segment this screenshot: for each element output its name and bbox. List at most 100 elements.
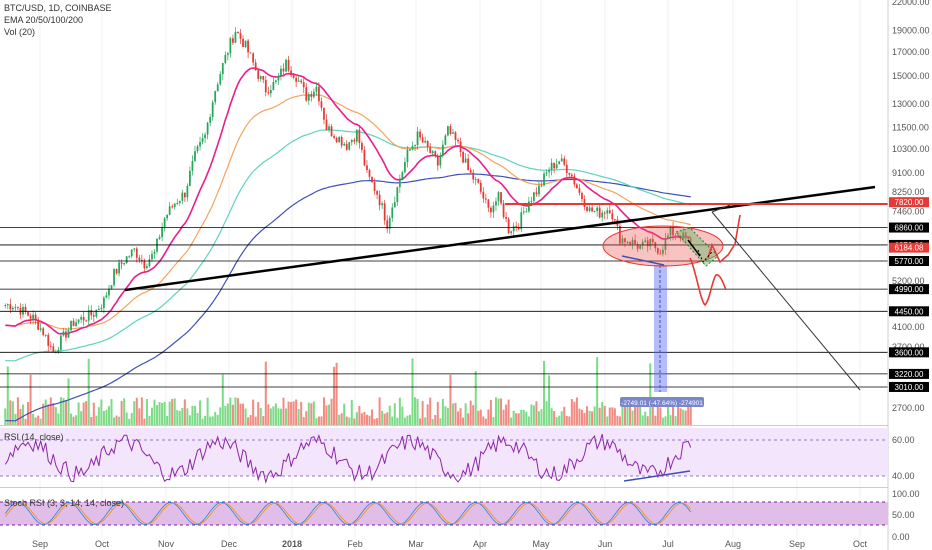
price-tag-bg bbox=[889, 284, 929, 295]
candle-body bbox=[543, 173, 545, 186]
time-tick-label: Jul bbox=[662, 539, 674, 549]
candle-body bbox=[42, 328, 45, 336]
price-panel[interactable] bbox=[0, 0, 888, 425]
volume-bar bbox=[641, 415, 644, 425]
volume-bar bbox=[166, 416, 169, 425]
candle-body bbox=[538, 185, 540, 195]
candle-body bbox=[29, 315, 32, 319]
volume-bar bbox=[378, 397, 381, 425]
candle-body bbox=[502, 203, 505, 217]
candle-body bbox=[315, 86, 318, 92]
candle-body bbox=[72, 320, 75, 327]
candle-body bbox=[340, 136, 343, 146]
rsi-label: RSI (14, close) bbox=[4, 432, 64, 442]
candle-body bbox=[49, 345, 52, 347]
volume-bar bbox=[550, 408, 553, 425]
candle-body bbox=[135, 248, 138, 258]
candle-body bbox=[105, 295, 108, 298]
candle-body bbox=[520, 212, 523, 230]
volume-bar bbox=[376, 418, 379, 425]
volume-bar bbox=[474, 371, 477, 425]
candle-body bbox=[651, 238, 654, 243]
volume-bar bbox=[558, 415, 561, 425]
candle-body bbox=[229, 38, 232, 54]
volume-bar bbox=[62, 398, 65, 425]
volume-bar bbox=[320, 416, 323, 425]
volume-bar bbox=[330, 398, 333, 425]
volume-bar bbox=[158, 401, 161, 425]
candle-body bbox=[474, 179, 477, 181]
volume-bar bbox=[439, 418, 442, 425]
candle-body bbox=[350, 139, 353, 143]
candle-body bbox=[490, 207, 492, 213]
candle-body bbox=[429, 146, 432, 154]
candle-body bbox=[457, 139, 459, 142]
candle-body bbox=[153, 251, 156, 254]
candle-body bbox=[406, 149, 409, 163]
candle-body bbox=[505, 216, 507, 219]
candle-body bbox=[44, 334, 47, 336]
candle-body bbox=[621, 238, 624, 244]
candle-body bbox=[343, 143, 346, 146]
volume-bar bbox=[677, 400, 680, 425]
candle-body bbox=[426, 140, 429, 147]
candle-body bbox=[545, 172, 548, 174]
candle-body bbox=[358, 129, 361, 143]
volume-bar bbox=[140, 397, 143, 425]
volume-bar bbox=[502, 409, 505, 425]
time-tick-label: Aug bbox=[725, 539, 741, 549]
candle-body bbox=[368, 170, 371, 177]
time-tick-label: May bbox=[532, 539, 550, 549]
candle-body bbox=[634, 239, 636, 245]
volume-bar bbox=[259, 408, 262, 425]
volume-bar bbox=[188, 415, 191, 425]
candle-body bbox=[85, 320, 88, 322]
volume-bar bbox=[360, 413, 363, 425]
volume-bar bbox=[21, 404, 24, 425]
candle-body bbox=[297, 80, 300, 82]
candle-body bbox=[441, 144, 444, 156]
candle-body bbox=[57, 349, 60, 353]
volume-bar bbox=[37, 415, 40, 425]
volume-bar bbox=[145, 398, 148, 425]
bearish-projection-line-2 bbox=[711, 204, 731, 213]
volume-bar bbox=[515, 413, 518, 425]
volume-bar bbox=[510, 417, 513, 425]
candle-body bbox=[626, 242, 629, 244]
candle-body bbox=[70, 320, 72, 331]
volume-bar bbox=[426, 404, 429, 425]
candle-body bbox=[497, 192, 500, 202]
volume-bar bbox=[472, 405, 475, 425]
volume-bar bbox=[535, 401, 538, 425]
price-tag: 6860.00 bbox=[889, 222, 929, 233]
rsi-band bbox=[0, 428, 888, 476]
price-tag-label: 3010.00 bbox=[895, 383, 924, 392]
volume-bar bbox=[565, 415, 568, 425]
volume-bar bbox=[257, 402, 260, 425]
candle-body bbox=[411, 146, 414, 150]
volume-bar bbox=[355, 412, 358, 425]
candle-body bbox=[133, 248, 136, 250]
volume-bar bbox=[459, 408, 462, 425]
volume-bar bbox=[512, 410, 515, 425]
candle-body bbox=[467, 158, 470, 171]
volume-bar bbox=[315, 418, 318, 425]
volume-bar bbox=[221, 374, 224, 425]
volume-bar bbox=[11, 401, 14, 425]
candle-body bbox=[196, 146, 199, 152]
candle-body bbox=[492, 205, 495, 213]
volume-bar bbox=[687, 397, 690, 425]
candle-body bbox=[211, 102, 214, 118]
candle-body bbox=[624, 238, 626, 243]
time-tick-label: Sep bbox=[32, 539, 48, 549]
candle-body bbox=[565, 164, 568, 174]
candle-body bbox=[459, 141, 462, 152]
volume-bar bbox=[588, 410, 591, 425]
time-tick-label: Feb bbox=[347, 539, 363, 549]
volume-bar bbox=[282, 397, 285, 425]
candle-body bbox=[87, 310, 90, 321]
volume-bar bbox=[229, 397, 232, 425]
volume-bar bbox=[333, 366, 336, 425]
volume-bar bbox=[150, 407, 153, 425]
